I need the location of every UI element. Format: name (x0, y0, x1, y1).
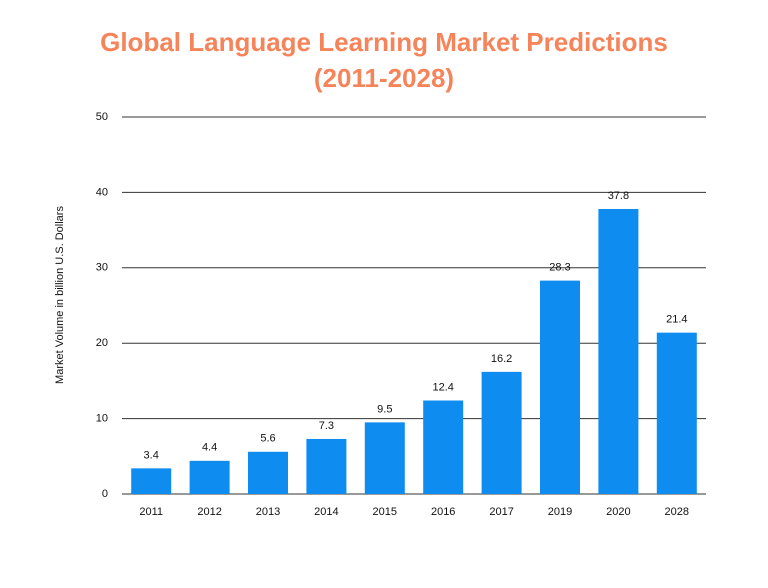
value-label: 28.3 (549, 262, 570, 274)
value-label: 3.4 (144, 449, 159, 461)
x-tick-label: 2015 (373, 506, 397, 518)
value-label: 9.5 (377, 403, 392, 415)
x-tick-label: 2028 (665, 506, 689, 518)
value-label: 5.6 (260, 433, 275, 445)
y-tick-label: 0 (102, 488, 108, 500)
x-tick-label: 2016 (431, 506, 455, 518)
y-tick-label: 50 (96, 111, 108, 123)
bar (131, 468, 172, 494)
bar (423, 400, 464, 494)
bar (481, 371, 522, 494)
x-tick-label: 2014 (314, 506, 338, 518)
x-tick-label: 2019 (548, 506, 572, 518)
y-tick-label: 40 (96, 186, 108, 198)
bar (598, 208, 639, 494)
y-axis-label: Market Volume in billion U.S. Dollars (54, 206, 66, 384)
bar (189, 460, 230, 494)
value-label: 21.4 (666, 314, 687, 326)
bar (540, 280, 580, 494)
y-tick-label: 30 (96, 262, 108, 274)
value-label: 4.4 (202, 442, 217, 454)
bar (364, 422, 405, 494)
y-tick-label: 10 (96, 413, 108, 425)
value-label: 12.4 (432, 381, 453, 393)
y-tick-label: 20 (96, 337, 108, 349)
x-tick-label: 2020 (606, 506, 630, 518)
x-tick-label: 2017 (489, 506, 513, 518)
value-label: 7.3 (319, 420, 334, 432)
x-tick-label: 2012 (197, 506, 221, 518)
bar (306, 438, 347, 494)
bar (248, 451, 288, 494)
chart-title: Global Language Learning Market Predicti… (100, 27, 668, 93)
value-label: 16.2 (491, 353, 512, 365)
x-tick-label: 2013 (256, 506, 280, 518)
x-tick-label: 2011 (139, 506, 163, 518)
value-label: 37.8 (608, 190, 629, 202)
bar (656, 332, 697, 494)
